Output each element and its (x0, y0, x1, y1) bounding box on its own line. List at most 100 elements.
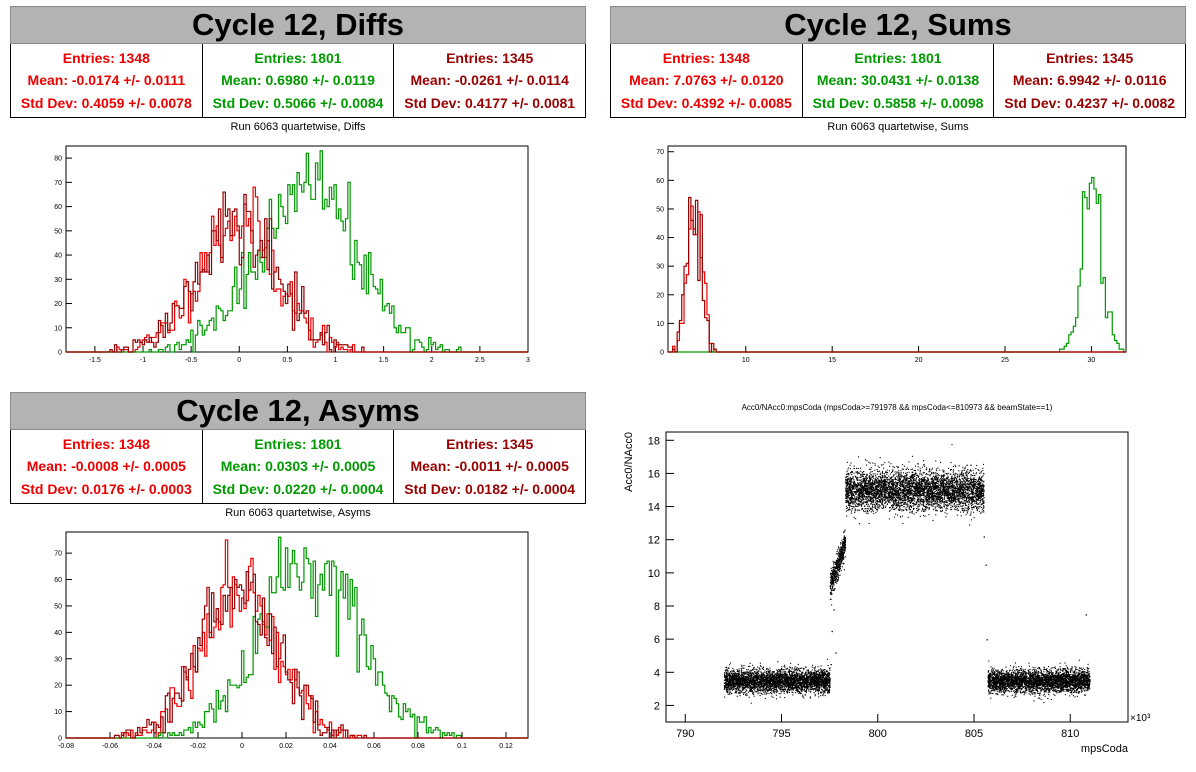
std-dev: Std Dev: 0.5066 +/- 0.0084 (212, 94, 384, 111)
y-tick-label: 20 (54, 301, 62, 308)
y-tick-label: 60 (54, 204, 62, 211)
entries: Entries: 1345 (446, 50, 534, 67)
x-tick-label: -0.04 (146, 743, 162, 750)
entries: Entries: 1348 (662, 50, 750, 67)
asyms-banner: Cycle 12, Asyms (10, 392, 586, 430)
x-tick-label: 0 (240, 743, 244, 750)
y-tick-label: 0 (58, 736, 62, 743)
scatter-outlier (985, 564, 987, 566)
sums-stats: Entries: 1348 Mean: 7.0763 +/- 0.0120 St… (610, 44, 1186, 118)
histogram-series-darkred (668, 196, 1126, 353)
y-tick-label: 10 (656, 321, 664, 328)
x-tick-label: 0.12 (499, 743, 513, 750)
std-dev: Std Dev: 0.0176 +/- 0.0003 (20, 480, 192, 497)
mean: Mean: 0.6980 +/- 0.0119 (221, 72, 375, 89)
diffs-stat-green: Entries: 1801 Mean: 0.6980 +/- 0.0119 St… (201, 44, 394, 117)
mean: Mean: -0.0174 +/- 0.0111 (27, 72, 186, 89)
y-tick-label: 40 (656, 235, 664, 242)
mean: Mean: -0.0261 +/- 0.0114 (410, 72, 569, 89)
mean: Mean: 30.0431 +/- 0.0138 (816, 72, 980, 89)
mean: Mean: 7.0763 +/- 0.0120 (629, 72, 784, 89)
diffs-subtitle: Run 6063 quartetwise, Diffs (230, 121, 366, 133)
plot-frame (667, 145, 1127, 353)
x-tick-label: 2 (430, 357, 434, 364)
x-tick-label: 25 (1001, 357, 1009, 364)
diffs-banner: Cycle 12, Diffs (10, 6, 586, 44)
histogram-series-darkred (66, 571, 528, 739)
x-tick-label: 795 (772, 728, 790, 740)
x-tick-label: 0.5 (283, 357, 293, 364)
y-tick-label: 10 (648, 568, 660, 580)
entries: Entries: 1801 (254, 436, 342, 453)
sums-banner: Cycle 12, Sums (610, 6, 1186, 44)
x-tick-label: 1.5 (379, 357, 389, 364)
sums-histogram: 0 10 20 30 40 50 60 70 10 15 20 25 30 (656, 145, 1127, 364)
histogram-series-green (668, 176, 1126, 353)
y-tick-label: 8 (654, 601, 660, 613)
diffs-histogram: 0 10 20 30 40 50 60 70 80 -1.5 -1 -0.5 0 0.5 1 1.5 2 2.5 3 (54, 145, 530, 364)
scatter-outlier (986, 639, 988, 641)
y-tick-label: 70 (656, 149, 664, 156)
x-tick-label: -0.02 (190, 743, 206, 750)
x-tick-label: 20 (915, 357, 923, 364)
y-tick-label: 20 (656, 292, 664, 299)
x-tick-label: 0 (237, 357, 241, 364)
x-tick-label: 810 (1061, 728, 1079, 740)
sums-stat-darkred: Entries: 1345 Mean: 6.9942 +/- 0.0116 St… (993, 44, 1185, 117)
y-tick-label: 30 (656, 264, 664, 271)
entries: Entries: 1345 (446, 436, 534, 453)
x-tick-label: -1.5 (89, 357, 101, 364)
y-tick-label: 20 (54, 683, 62, 690)
x-tick-label: 30 (1088, 357, 1096, 364)
plot-frame (65, 531, 529, 739)
histogram-series-red (668, 205, 1126, 353)
x-axis-label: mpsCoda (1081, 743, 1129, 755)
scatter-outlier (830, 664, 832, 666)
y-tick-label: 4 (654, 667, 660, 679)
entries: Entries: 1801 (854, 50, 942, 67)
scatter-outlier (1085, 614, 1087, 616)
diffs-stat-darkred: Entries: 1345 Mean: -0.0261 +/- 0.0114 S… (393, 44, 585, 117)
x-tick-label: 10 (742, 357, 750, 364)
scatter-outlier (835, 652, 837, 654)
diffs-stats: Entries: 1348 Mean: -0.0174 +/- 0.0111 S… (10, 44, 586, 118)
entries: Entries: 1348 (62, 436, 150, 453)
y-axis-label: Acc0/NAcc0 (623, 432, 635, 492)
y-tick-label: 0 (660, 350, 664, 357)
histogram-series-darkred (66, 191, 528, 353)
x-tick-label: 3 (526, 357, 530, 364)
y-tick-label: 30 (54, 656, 62, 663)
y-tick-label: 2 (654, 700, 660, 712)
acc0-scatter-plot: Acc0/NAcc0:mpsCoda (mpsCoda>=791978 && m… (623, 403, 1151, 755)
sums-subtitle: Run 6063 quartetwise, Sums (827, 121, 969, 133)
x-tick-label: 0.08 (411, 743, 425, 750)
x-tick-label: 790 (676, 728, 694, 740)
x-tick-label: 800 (869, 728, 887, 740)
plot-frame (665, 431, 1129, 723)
y-tick-label: 50 (54, 603, 62, 610)
asyms-stat-red: Entries: 1348 Mean: -0.0008 +/- 0.0005 S… (11, 430, 202, 503)
x-axis-multiplier: ×10³ (1130, 713, 1151, 724)
y-tick-label: 18 (648, 435, 660, 447)
x-tick-label: 0.04 (323, 743, 337, 750)
std-dev: Std Dev: 0.0182 +/- 0.0004 (404, 480, 576, 497)
x-tick-label: -0.5 (185, 357, 197, 364)
mean: Mean: -0.0008 +/- 0.0005 (26, 458, 186, 475)
scatter-points (723, 444, 1091, 704)
std-dev: Std Dev: 0.5858 +/- 0.0098 (812, 94, 984, 111)
std-dev: Std Dev: 0.4059 +/- 0.0078 (20, 94, 192, 111)
x-tick-label: -0.06 (102, 743, 118, 750)
x-tick-label: 0.06 (367, 743, 381, 750)
asyms-histogram: 0 10 20 30 40 50 60 70 -0.08 -0.06 -0.04 -0.02 0 0.02… (54, 531, 529, 750)
x-tick-label: -1 (140, 357, 146, 364)
y-tick-label: 40 (54, 253, 62, 260)
y-tick-label: 6 (654, 634, 660, 646)
x-tick-label: 2.5 (475, 357, 485, 364)
scatter-outlier (983, 536, 985, 538)
asyms-subtitle: Run 6063 quartetwise, Asyms (225, 507, 371, 519)
std-dev: Std Dev: 0.4237 +/- 0.0082 (1004, 94, 1176, 111)
scatter-outlier (833, 609, 835, 611)
y-tick-label: 80 (54, 156, 62, 163)
diffs-stat-red: Entries: 1348 Mean: -0.0174 +/- 0.0111 S… (11, 44, 202, 117)
sums-stat-green: Entries: 1801 Mean: 30.0431 +/- 0.0138 S… (801, 44, 994, 117)
